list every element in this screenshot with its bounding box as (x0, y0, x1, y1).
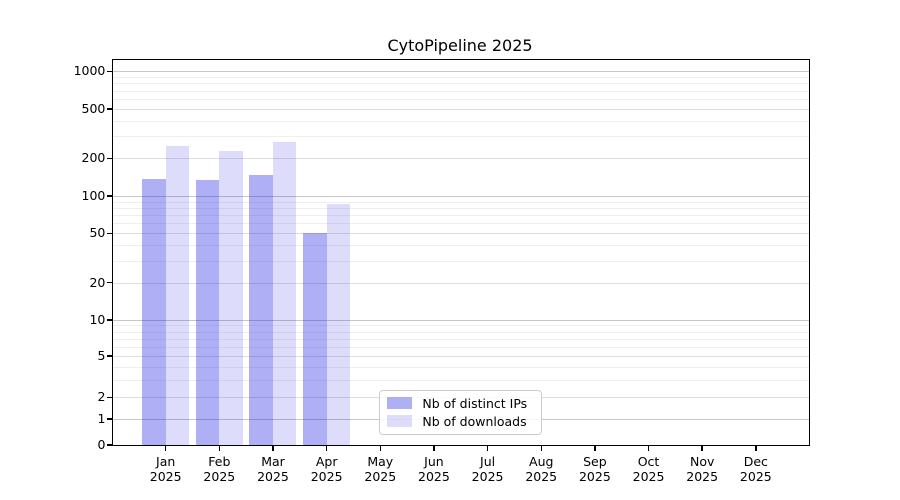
y-tick-label: 1 (97, 410, 106, 426)
gridline-minor (113, 380, 809, 382)
legend: Nb of distinct IPs Nb of downloads (379, 389, 543, 435)
y-tick-mark (106, 232, 112, 235)
y-tick-mark (106, 418, 112, 420)
bar-nb-of-downloads (272, 142, 297, 445)
x-tick-label: Jun 2025 (418, 454, 450, 484)
y-tick-mark (106, 108, 112, 110)
gridline-minor (113, 223, 809, 225)
gridline-minor (113, 99, 809, 100)
gridline-minor (113, 245, 809, 247)
x-tick-mark (325, 446, 328, 452)
gridline-minor (113, 366, 809, 368)
gridline (113, 158, 809, 160)
bar-nb-of-distinct-ips (249, 175, 273, 445)
x-tick-label: Feb 2025 (203, 454, 236, 484)
x-tick-label: Sep 2025 (578, 454, 611, 484)
gridline-minor (113, 207, 809, 209)
gridline (113, 233, 809, 235)
bar-nb-of-downloads (165, 146, 190, 445)
y-tick-mark (106, 444, 112, 446)
gridline (113, 108, 809, 110)
gridline-minor (113, 260, 809, 262)
y-tick-label: 2 (97, 389, 106, 405)
y-tick-mark (106, 157, 112, 160)
gridline-minor (113, 77, 809, 79)
x-tick-mark (701, 446, 703, 452)
y-tick-label: 5 (97, 347, 106, 363)
x-tick-label: Jan 2025 (149, 454, 182, 484)
bar-nb-of-distinct-ips (303, 233, 327, 445)
gridline (113, 282, 809, 284)
y-tick-label: 100 (81, 187, 106, 203)
x-tick-mark (433, 446, 435, 452)
x-tick-label: May 2025 (364, 454, 397, 484)
y-tick-label: 50 (89, 225, 106, 241)
plot-area: 0 1 2 5 10 20 50 100 200 500 1000 Jan 2025 Feb 2025 M… (74, 58, 810, 484)
y-tick-mark (106, 195, 112, 197)
legend-swatch (387, 397, 413, 410)
y-tick-label: 10 (89, 311, 106, 327)
legend-label: Nb of downloads (422, 413, 527, 429)
x-tick-label: Oct 2025 (632, 454, 665, 484)
x-tick-label: Dec 2025 (739, 454, 772, 484)
x-tick-mark (379, 446, 381, 452)
gridline (113, 71, 809, 73)
chart-title: CytoPipeline 2025 (387, 36, 533, 55)
x-tick-mark (272, 446, 274, 452)
x-tick-mark (594, 446, 596, 452)
gridline-minor (113, 120, 809, 122)
y-tick-mark (106, 396, 112, 398)
x-tick-mark (486, 446, 489, 452)
gridline-minor (113, 83, 809, 85)
y-tick-mark (106, 282, 112, 284)
y-tick-mark (106, 319, 112, 321)
x-tick-label: Aug 2025 (525, 454, 558, 484)
gridline-minor (113, 346, 809, 348)
x-tick-mark (164, 446, 167, 452)
y-tick-mark (106, 355, 112, 357)
y-tick-label: 0 (97, 436, 106, 452)
x-tick-mark (218, 446, 221, 452)
x-tick-mark (755, 446, 757, 452)
y-tick-label: 1000 (73, 63, 106, 79)
x-tick-label: Jul 2025 (471, 454, 504, 484)
legend-item: Nb of downloads (387, 414, 533, 429)
bar-nb-of-downloads (219, 151, 243, 445)
gridline-minor (113, 325, 809, 327)
y-tick-label: 500 (81, 100, 106, 116)
gridline-minor (113, 215, 809, 217)
x-tick-label: Nov 2025 (686, 454, 719, 484)
x-tick-label: Mar 2025 (257, 454, 289, 484)
gridline-minor (113, 136, 809, 138)
legend-item: Nb of distinct IPs (387, 396, 533, 411)
gridline-minor (113, 338, 809, 340)
gridline (113, 355, 809, 357)
y-tick-label: 20 (89, 274, 106, 290)
bar-nb-of-downloads (326, 204, 351, 445)
x-tick-label: Apr 2025 (310, 454, 343, 484)
bar-nb-of-distinct-ips (142, 179, 166, 445)
x-tick-mark (647, 446, 650, 452)
x-tick-mark (540, 446, 542, 452)
y-tick-mark (106, 70, 112, 73)
gridline (113, 319, 809, 321)
bar-nb-of-distinct-ips (195, 180, 220, 445)
gridline (113, 195, 809, 197)
gridline-minor (113, 331, 809, 333)
y-tick-label: 200 (81, 150, 106, 166)
legend-label: Nb of distinct IPs (422, 395, 528, 411)
gridline-minor (113, 90, 809, 92)
legend-swatch (387, 415, 413, 428)
gridline-minor (113, 201, 809, 203)
